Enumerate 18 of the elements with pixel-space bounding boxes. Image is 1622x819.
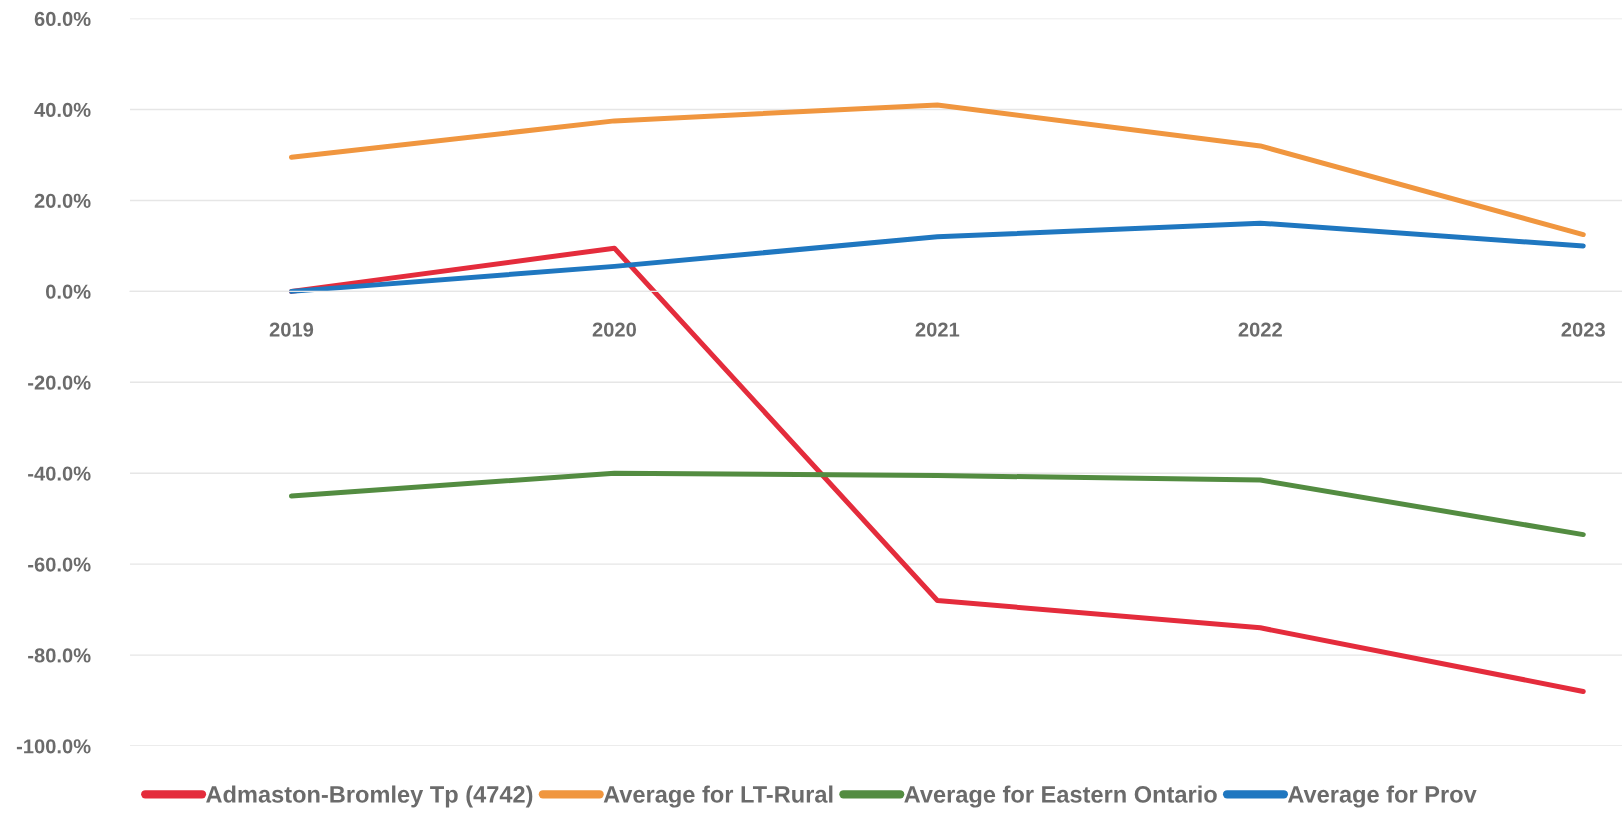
legend-label: Average for Eastern Ontario — [904, 785, 1217, 808]
y-tick-label: 0.0% — [46, 284, 91, 299]
legend-label: Average for Prov — [1287, 785, 1477, 808]
x-tick-label: 2022 — [1238, 322, 1282, 337]
y-tick-label: 60.0% — [34, 11, 91, 27]
y-tick-label: -40.0% — [28, 466, 91, 481]
x-tick-label: 2019 — [269, 322, 314, 337]
y-tick-label: -60.0% — [28, 557, 91, 572]
x-tick-label: 2021 — [915, 322, 960, 337]
y-tick-label: -80.0% — [28, 648, 91, 663]
x-tick-label: 2020 — [592, 322, 636, 337]
y-tick-label: -20.0% — [28, 375, 91, 390]
y-tick-label: -100.0% — [16, 739, 91, 754]
y-tick-label: 40.0% — [34, 102, 91, 118]
legend-label: Average for LT-Rural — [603, 785, 833, 808]
x-tick-label: 2023 — [1561, 322, 1605, 337]
legend-label: Admaston-Bromley Tp (4742) — [206, 785, 533, 808]
y-tick-label: 20.0% — [34, 193, 91, 208]
